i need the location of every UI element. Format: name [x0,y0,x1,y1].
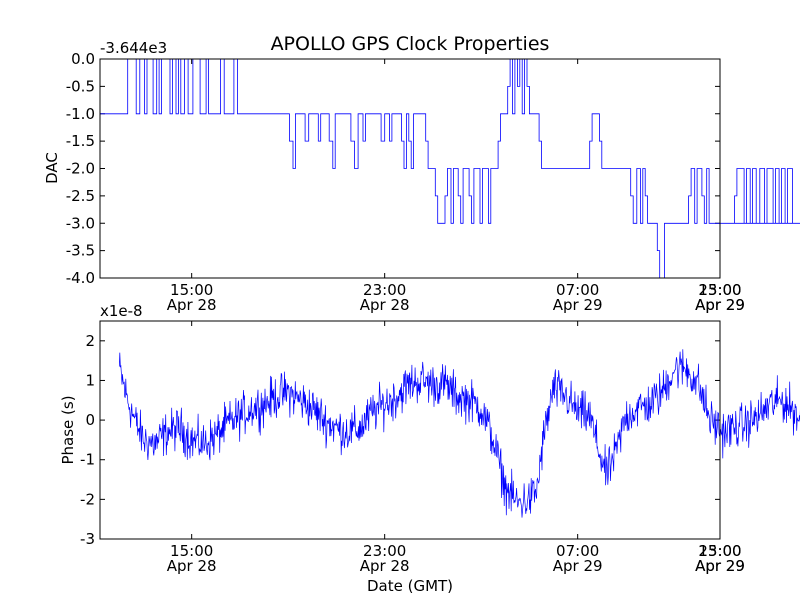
dac-x-tick-date-3: Apr 29 [695,296,745,314]
dac-x-tick-time-0: 15:00 [170,281,213,299]
dac-y-tick-label-6: -3.0 [66,214,95,232]
dac-plot-frame [99,58,721,279]
phase-offset-label: x1e-8 [100,302,143,320]
phase-x-tick-date-4: Apr 29 [695,557,745,575]
dac-y-ticks: 0.0 -0.5 -1.0 -1.5 -2.0 -2.5 -3.0 -3.5 -4.0 [66,50,720,287]
phase-y-tick-label-5: -3 [80,530,95,548]
dac-x-tick-time-3: 15:00 [698,281,741,299]
dac-offset-label: -3.644e3 [100,39,167,57]
phase-series [118,349,800,518]
dac-series [100,58,800,279]
phase-x-tick-time-2: 07:00 [556,542,599,560]
dac-x-tick-time-2: 07:00 [556,281,599,299]
dac-y-tick-label-3: -1.5 [66,132,95,150]
phase-plot: x1e-8 Phase (s) Date (GMT) 2 1 0 -1 -2 -3 15:… [59,302,800,595]
phase-series-line [118,349,800,518]
dac-y-tick-label-1: -0.5 [66,77,95,95]
phase-x-tick-date-0: Apr 28 [167,557,217,575]
dac-y-tick-label-5: -2.5 [66,187,95,205]
phase-x-tick-time-3: 15:00 [698,542,741,560]
phase-y-ticks: 2 1 0 -1 -2 -3 [80,332,720,548]
dac-y-tick-label-8: -4.0 [66,269,95,287]
dac-x-tick-date-0: Apr 28 [167,296,217,314]
phase-y-tick-label-4: -2 [80,490,95,508]
dac-y-tick-label-7: -3.5 [66,242,95,260]
dac-y-tick-label-2: -1.0 [66,105,95,123]
phase-y-tick-label-2: 0 [85,411,95,429]
phase-y-tick-label-1: 1 [85,371,95,389]
phase-y-axis-label: Phase (s) [59,395,77,464]
dac-x-tick-date-2: Apr 29 [553,296,603,314]
dac-x-tick-date-1: Apr 28 [360,296,410,314]
phase-y-tick-label-0: 2 [85,332,95,350]
dac-plot: -3.644e3 DAC 0.0 -0.5 -1.0 -1.5 -2.0 -2.5 -3.0… [43,39,800,314]
dac-series-line [100,58,800,279]
phase-y-tick-label-3: -1 [80,451,95,469]
chart-title: APOLLO GPS Clock Properties [271,33,550,55]
phase-x-tick-time-4: 23:00 [698,542,741,560]
phase-x-tick-date-1: Apr 28 [360,557,410,575]
dac-y-tick-label-0: 0.0 [71,50,95,68]
dac-y-tick-label-4: -2.0 [66,160,95,178]
phase-x-tick-date-2: Apr 29 [553,557,603,575]
dac-x-tick-time-1: 23:00 [363,281,406,299]
phase-x-tick-date-3: Apr 29 [695,557,745,575]
dac-x-tick-date-4: Apr 29 [695,296,745,314]
dac-x-tick-time-4: 23:00 [698,281,741,299]
phase-x-tick-time-0: 15:00 [170,542,213,560]
dac-y-axis-label: DAC [43,152,61,184]
phase-plot-frame [99,320,721,540]
phase-x-axis-label: Date (GMT) [367,577,453,595]
phase-x-tick-time-1: 23:00 [363,542,406,560]
